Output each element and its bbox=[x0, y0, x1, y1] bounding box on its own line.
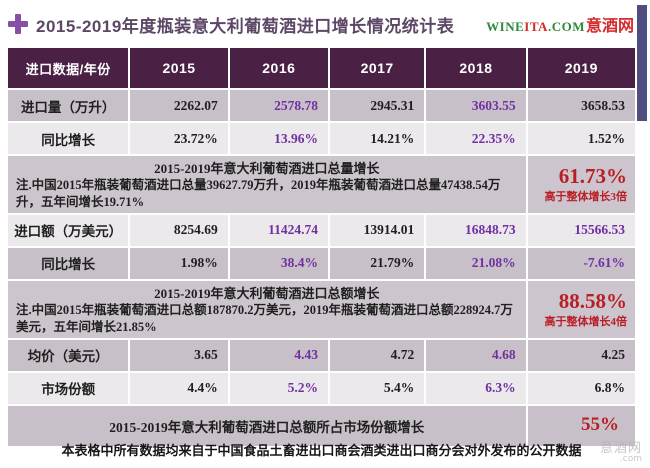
summary-subnote: 高于整体增长3倍 bbox=[544, 190, 628, 203]
value-cell: 22.35% bbox=[426, 123, 526, 154]
value-cell: 3603.55 bbox=[426, 90, 526, 121]
value-cell: 3658.53 bbox=[527, 90, 635, 121]
logo-wine: WINE bbox=[486, 19, 525, 34]
value-cell: 3.65 bbox=[130, 339, 228, 371]
column-header: 2015 bbox=[130, 48, 228, 88]
row-label: 进口额（万美元） bbox=[8, 214, 129, 246]
summary-value: 88.58% bbox=[558, 288, 627, 313]
value-cell: 4.72 bbox=[330, 339, 425, 371]
value-cell: 4.25 bbox=[527, 339, 635, 371]
value-cell: 15566.53 bbox=[527, 214, 635, 246]
column-header: 2016 bbox=[229, 48, 328, 88]
value-cell: 38.4% bbox=[229, 247, 328, 279]
column-header: 2018 bbox=[426, 48, 526, 88]
data-source-note: 本表格中所有数据均来自于中国食品土畜进出口商会酒类进出口商分会对外发布的公开数据 bbox=[61, 443, 582, 458]
row-label: 进口量（万升） bbox=[8, 90, 129, 121]
value-cell: 4.4% bbox=[130, 372, 228, 404]
value-cell: 8254.69 bbox=[130, 214, 228, 246]
summary-subnote: 高于整体增长4倍 bbox=[544, 315, 628, 328]
row-label: 市场份额 bbox=[8, 372, 129, 404]
value-cell: 1.98% bbox=[130, 247, 228, 279]
value-cell: 14.21% bbox=[330, 123, 425, 154]
table-row: 进口额（万美元） 8254.69 11424.74 13914.01 16848… bbox=[8, 214, 635, 246]
value-cell: 4.43 bbox=[229, 339, 328, 371]
summary-value-cell: 55% bbox=[527, 405, 635, 446]
value-cell: 23.72% bbox=[130, 123, 228, 154]
column-header: 2019 bbox=[527, 48, 635, 88]
row-label: 同比增长 bbox=[8, 123, 129, 154]
table-row: 市场份额 4.4% 5.2% 5.4% 6.3% 6.8% bbox=[8, 372, 635, 404]
value-cell: 5.2% bbox=[229, 372, 328, 404]
summary-value-cell: 61.73% 高于整体增长3倍 bbox=[527, 156, 635, 213]
table-header-row: 进口数据/年份 2015 2016 2017 2018 2019 bbox=[8, 48, 635, 88]
summary-text-cell: 2015-2019年意大利葡萄酒进口总额增长 注.中国2015年瓶装葡萄酒进口总… bbox=[8, 280, 526, 338]
side-accent-bar bbox=[637, 5, 647, 121]
title-bar: 2015-2019年度瓶装意大利葡萄酒进口增长情况统计表 WINE ITA .COM… bbox=[6, 8, 634, 40]
table-row: 均价（美元） 3.65 4.43 4.72 4.68 4.25 bbox=[8, 339, 635, 371]
column-header: 进口数据/年份 bbox=[8, 48, 129, 88]
value-cell: 13.96% bbox=[229, 123, 328, 154]
summary-note: 注.中国2015年瓶装葡萄酒进口总额187870.2万美元，2019年瓶装葡萄酒… bbox=[16, 302, 513, 334]
value-cell: 5.4% bbox=[330, 372, 425, 404]
value-cell: 21.08% bbox=[426, 247, 526, 279]
value-cell: 6.3% bbox=[426, 372, 526, 404]
value-cell: 11424.74 bbox=[229, 214, 328, 246]
summary-value-cell: 88.58% 高于整体增长4倍 bbox=[527, 280, 635, 338]
value-cell: 1.52% bbox=[527, 123, 635, 154]
brand-logo: WINE ITA .COM 意酒网 bbox=[486, 12, 634, 36]
logo-com: .COM bbox=[547, 19, 585, 34]
value-cell: 16848.73 bbox=[426, 214, 526, 246]
value-cell: 4.68 bbox=[426, 339, 526, 371]
summary-title: 2015-2019年意大利葡萄酒进口总额增长 bbox=[154, 285, 380, 301]
summary-row: 2015-2019年意大利葡萄酒进口总量增长 注.中国2015年瓶装葡萄酒进口总… bbox=[8, 156, 635, 213]
value-cell: 6.8% bbox=[527, 372, 635, 404]
watermark-text: 意酒网 bbox=[599, 441, 642, 456]
table-row: 同比增长 23.72% 13.96% 14.21% 22.35% 1.52% bbox=[8, 123, 635, 154]
value-cell: 21.79% bbox=[330, 247, 425, 279]
summary-value: 55% bbox=[581, 414, 619, 436]
value-cell: 2945.31 bbox=[330, 90, 425, 121]
value-cell: 13914.01 bbox=[330, 214, 425, 246]
logo-cn: 意酒网 bbox=[585, 16, 634, 35]
summary-text-cell: 2015-2019年意大利葡萄酒进口总量增长 注.中国2015年瓶装葡萄酒进口总… bbox=[8, 156, 526, 213]
table-row: 进口量（万升） 2262.07 2578.78 2945.31 3603.55 … bbox=[8, 90, 635, 121]
stats-table: 进口数据/年份 2015 2016 2017 2018 2019 进口量（万升）… bbox=[6, 46, 637, 448]
logo-ita: ITA bbox=[524, 19, 548, 34]
value-cell: -7.61% bbox=[527, 247, 635, 279]
watermark: 意酒网 .com bbox=[600, 442, 642, 464]
summary-value: 61.73% bbox=[558, 163, 627, 188]
row-label: 同比增长 bbox=[8, 247, 129, 279]
summary-title: 2015-2019年意大利葡萄酒进口总额所占市场份额增长 bbox=[109, 419, 425, 435]
column-header: 2017 bbox=[330, 48, 425, 88]
plus-icon bbox=[8, 14, 28, 34]
summary-title: 2015-2019年意大利葡萄酒进口总量增长 bbox=[154, 161, 380, 176]
watermark-subtext: .com bbox=[619, 454, 642, 464]
summary-text-cell: 2015-2019年意大利葡萄酒进口总额所占市场份额增长 bbox=[8, 405, 526, 446]
page-title: 2015-2019年度瓶装意大利葡萄酒进口增长情况统计表 bbox=[36, 16, 455, 36]
value-cell: 2262.07 bbox=[130, 90, 228, 121]
value-cell: 2578.78 bbox=[229, 90, 328, 121]
table-row: 同比增长 1.98% 38.4% 21.79% 21.08% -7.61% bbox=[8, 247, 635, 279]
summary-row: 2015-2019年意大利葡萄酒进口总额增长 注.中国2015年瓶装葡萄酒进口总… bbox=[8, 280, 635, 338]
summary-row: 2015-2019年意大利葡萄酒进口总额所占市场份额增长 55% bbox=[8, 405, 635, 446]
summary-note: 注.中国2015年瓶装葡萄酒进口总量39627.79万升，2019年瓶装葡萄酒进… bbox=[16, 178, 501, 209]
row-label: 均价（美元） bbox=[8, 339, 129, 371]
